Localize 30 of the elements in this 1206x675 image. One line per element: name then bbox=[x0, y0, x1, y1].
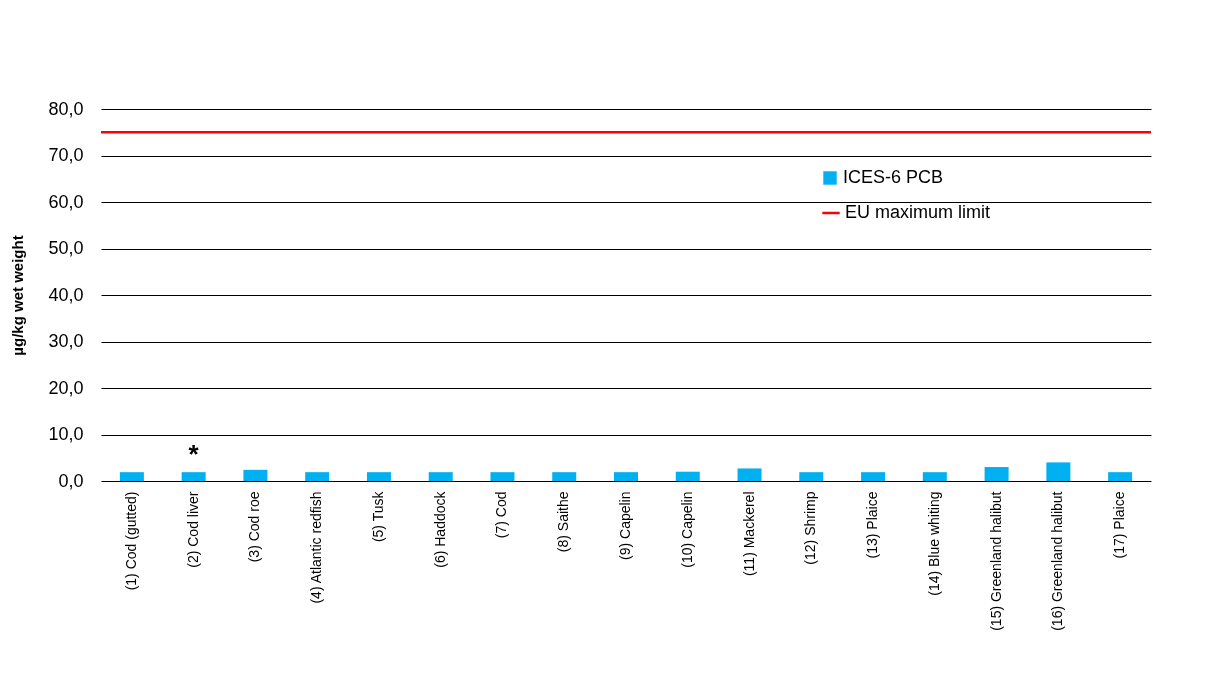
x-tick-label: (8) Saithe bbox=[555, 491, 572, 553]
x-tick-label: (7) Cod bbox=[493, 491, 510, 539]
y-tick-label: 30,0 bbox=[48, 331, 84, 351]
x-tick-label: (15) Greenland halibut bbox=[987, 491, 1004, 631]
legend-label: ICES-6 PCB bbox=[843, 167, 944, 187]
x-tick-label: (17) Plaice bbox=[1111, 491, 1128, 559]
y-tick-label: 40,0 bbox=[48, 284, 84, 305]
y-axis-title: µg/kg wet weight bbox=[9, 235, 27, 356]
x-tick-label: (9) Capelin bbox=[617, 491, 633, 560]
x-tick-label: (4) Atlantic redfish bbox=[308, 491, 325, 604]
y-tick-label: 0,0 bbox=[58, 470, 84, 491]
x-tick-label: (6) Haddock bbox=[431, 490, 448, 568]
annotation: * bbox=[188, 439, 200, 470]
x-tick-label: (13) Plaice bbox=[864, 491, 881, 559]
y-tick-label: 50,0 bbox=[48, 238, 84, 258]
x-tick-label: (12) Shrimp bbox=[802, 491, 819, 565]
x-tick-label: (1) Cod (gutted) bbox=[122, 491, 139, 591]
x-tick-label: (3) Cod roe bbox=[246, 491, 263, 563]
legend-label: EU maximum limit bbox=[845, 202, 991, 222]
x-tick-label: (2) Cod liver bbox=[184, 491, 201, 568]
x-tick-label: (5) Tusk bbox=[369, 490, 386, 543]
y-tick-label: 70,0 bbox=[48, 145, 84, 165]
y-tick-label: 10,0 bbox=[48, 424, 84, 444]
x-tick-label: (14) Blue whiting bbox=[925, 491, 942, 596]
y-tick-label: 60,0 bbox=[48, 191, 84, 212]
y-tick-label: 20,0 bbox=[48, 377, 84, 398]
y-tick-label: 80,0 bbox=[48, 98, 84, 119]
x-tick-label: (10) Capelin bbox=[678, 491, 695, 568]
x-tick-label: (16) Greenland halibut bbox=[1049, 491, 1066, 631]
x-tick-label: (11) Mackerel bbox=[740, 491, 757, 577]
